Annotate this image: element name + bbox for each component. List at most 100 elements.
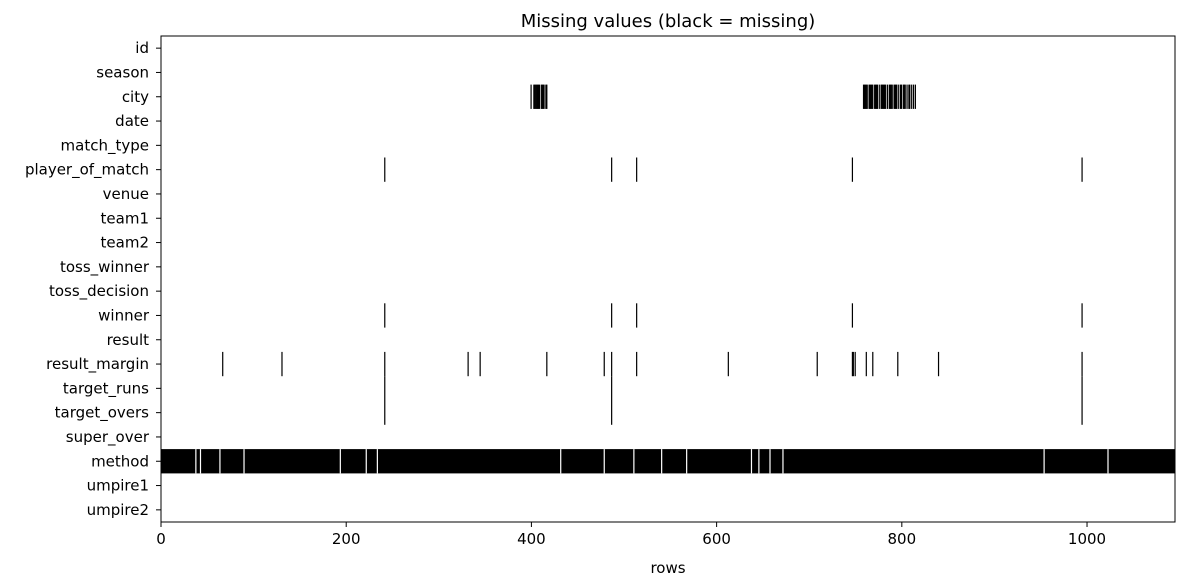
missing-mark-target_overs <box>1081 400 1083 425</box>
missing-mark-result_margin <box>479 351 481 377</box>
missing-mark-result_margin <box>636 351 638 377</box>
present-mark-method <box>560 449 562 474</box>
y-tick-label-date: date <box>115 112 149 130</box>
y-tick-label-winner: winner <box>98 306 150 324</box>
missing-mark-winner <box>851 303 854 328</box>
missing-mark-city <box>883 84 885 109</box>
present-mark-method <box>1043 449 1045 474</box>
present-mark-method <box>243 449 245 474</box>
missing-mark-city <box>893 84 895 109</box>
missing-mark-city <box>537 84 540 109</box>
missing-mark-target_overs <box>384 400 386 425</box>
missing-band-method <box>161 449 1175 474</box>
missing-mark-target_runs <box>384 376 386 401</box>
missing-mark-city <box>533 84 535 109</box>
missing-mark-city <box>878 84 880 109</box>
missing-mark-city <box>882 84 884 109</box>
missing-mark-city <box>870 84 872 109</box>
y-tick-label-super_over: super_over <box>66 428 150 447</box>
present-mark-method <box>633 449 635 474</box>
x-axis-label: rows <box>650 559 685 577</box>
missing-mark-city <box>887 84 889 109</box>
missing-mark-player_of_match <box>851 157 854 182</box>
y-axis: id season city date match_type player_of_matc… <box>25 39 161 519</box>
missing-mark-city <box>876 84 879 109</box>
missing-mark-result_margin <box>281 351 283 377</box>
missing-mark-result_margin <box>727 351 729 377</box>
missing-mark-result_margin <box>865 351 867 377</box>
missing-mark-city <box>541 84 543 109</box>
missing-mark-city <box>912 84 915 109</box>
missing-mark-result_margin <box>852 351 854 377</box>
missing-mark-city <box>903 84 905 109</box>
missing-mark-result_margin <box>816 351 818 377</box>
x-tick-label: 0 <box>156 530 166 548</box>
missing-mark-player_of_match <box>384 157 386 182</box>
missing-mark-result_margin <box>611 351 613 377</box>
missing-mark-winner <box>384 303 386 328</box>
missing-mark-player_of_match <box>1081 157 1083 182</box>
missing-mark-city <box>542 84 544 109</box>
y-tick-label-team1: team1 <box>101 209 149 227</box>
missing-mark-city <box>880 84 882 109</box>
plot-area <box>161 84 1175 474</box>
missing-mark-city <box>909 84 911 109</box>
missing-mark-city <box>862 84 865 109</box>
y-tick-label-target_runs: target_runs <box>63 379 149 398</box>
missing-mark-target_overs <box>611 400 613 425</box>
missing-mark-city <box>896 84 898 109</box>
chart-title: Missing values (black = missing) <box>521 11 816 32</box>
present-mark-method <box>195 449 197 474</box>
missing-mark-city <box>902 84 904 109</box>
missing-mark-city <box>914 84 916 109</box>
x-tick-label: 200 <box>332 530 361 548</box>
missing-mark-player_of_match <box>636 157 638 182</box>
y-tick-label-result_margin: result_margin <box>46 355 149 374</box>
missing-mark-result_margin <box>937 351 940 377</box>
missing-mark-city <box>863 84 866 109</box>
missing-mark-city <box>885 84 887 109</box>
x-axis: 0 200 400 600 800 1000 <box>156 522 1106 548</box>
y-tick-label-umpire2: umpire2 <box>87 501 149 519</box>
missing-mark-target_runs <box>1081 376 1083 401</box>
y-tick-label-venue: venue <box>103 185 149 203</box>
y-tick-label-target_overs: target_overs <box>55 404 150 423</box>
missing-mark-city <box>864 84 866 109</box>
present-mark-method <box>750 449 753 474</box>
missing-mark-result_margin <box>851 351 854 377</box>
present-mark-method <box>339 449 341 474</box>
missing-mark-city <box>872 84 874 109</box>
missing-mark-winner <box>611 303 613 328</box>
x-tick-label: 400 <box>517 530 546 548</box>
missing-mark-city <box>884 84 886 109</box>
missing-mark-result_margin <box>467 351 469 377</box>
present-mark-method <box>782 449 784 474</box>
missing-mark-city <box>866 84 868 109</box>
missing-mark-result_margin <box>897 351 899 377</box>
present-mark-method <box>769 449 771 474</box>
missing-mark-city <box>874 84 877 109</box>
missing-mark-city <box>906 84 908 109</box>
missing-mark-city <box>538 84 541 109</box>
x-tick-label: 600 <box>702 530 731 548</box>
y-tick-label-city: city <box>122 88 149 106</box>
y-tick-label-umpire1: umpire1 <box>87 477 149 495</box>
missing-mark-city <box>895 84 897 109</box>
y-tick-label-season: season <box>96 63 149 81</box>
missing-mark-city <box>900 84 903 109</box>
missing-mark-result_margin <box>603 351 605 377</box>
missing-mark-city <box>546 84 548 109</box>
missing-mark-city <box>888 84 891 109</box>
missing-mark-city <box>894 84 896 109</box>
missing-mark-city <box>543 84 545 109</box>
y-tick-label-team2: team2 <box>101 234 149 252</box>
missing-mark-city <box>535 84 537 109</box>
missing-mark-city <box>869 84 871 109</box>
missing-mark-city <box>865 84 867 109</box>
missing-mark-city <box>536 84 538 109</box>
missing-mark-city <box>874 84 876 109</box>
y-tick-label-result: result <box>107 331 150 349</box>
missing-mark-winner <box>1081 303 1083 328</box>
missing-mark-result_margin <box>1081 351 1083 377</box>
